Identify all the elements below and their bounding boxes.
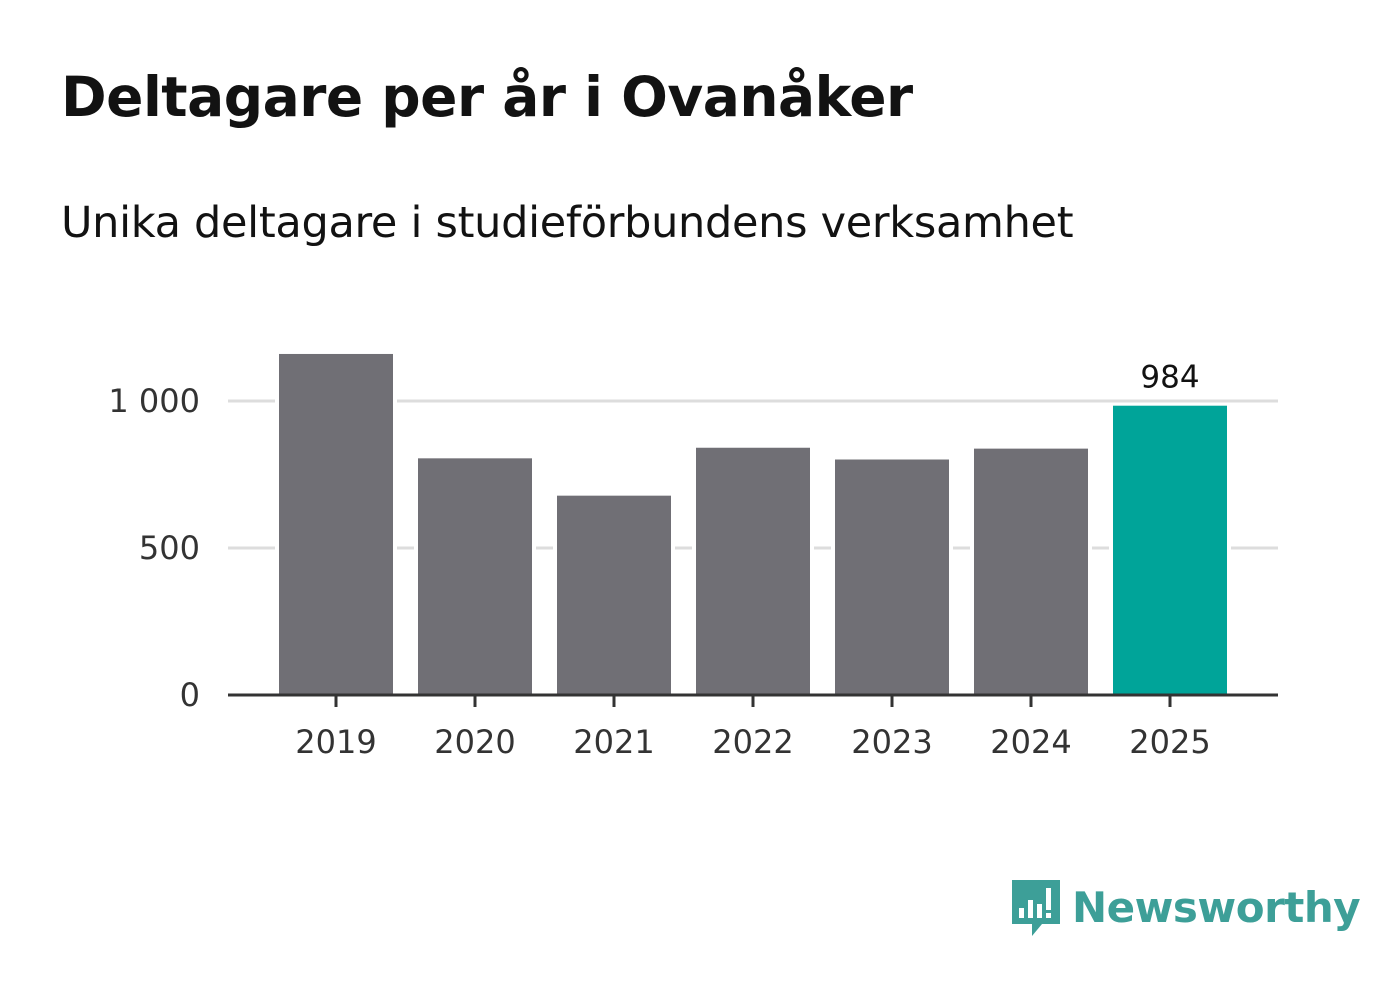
x-tick-label: 2020 [434, 723, 515, 761]
x-tick-label: 2024 [990, 723, 1071, 761]
chart-subtitle: Unika deltagare i studieförbundens verks… [61, 198, 1074, 248]
bar-2019 [279, 353, 393, 695]
chart-title: Deltagare per år i Ovanåker [61, 65, 913, 129]
y-tick-label: 500 [139, 529, 200, 567]
newsworthy-logo: Newsworthy [1010, 876, 1361, 938]
bar-2024 [974, 448, 1088, 695]
bar-layer [275, 353, 1231, 695]
y-tick-label: 1 000 [108, 382, 200, 420]
brand-name: Newsworthy [1072, 882, 1361, 932]
bar-2023 [835, 459, 949, 695]
x-tick-label: 2022 [712, 723, 793, 761]
bar-2021 [557, 495, 671, 695]
x-tick-label: 2021 [573, 723, 654, 761]
x-tick-label: 2019 [295, 723, 376, 761]
bar-2022 [696, 447, 810, 695]
x-tick-label: 2025 [1129, 723, 1210, 761]
x-tick-label: 2023 [851, 723, 932, 761]
bar-2020 [418, 458, 532, 695]
data-label: 984 [1140, 360, 1199, 396]
y-tick-label: 0 [180, 676, 200, 714]
label-layer: 984 [1140, 360, 1199, 396]
axis-layer: 0 500 1 000 2019 2020 2021 2022 2023 2024 2025 [108, 382, 1278, 761]
bar-2025 [1113, 405, 1227, 695]
newsworthy-logo-icon [1012, 880, 1060, 936]
